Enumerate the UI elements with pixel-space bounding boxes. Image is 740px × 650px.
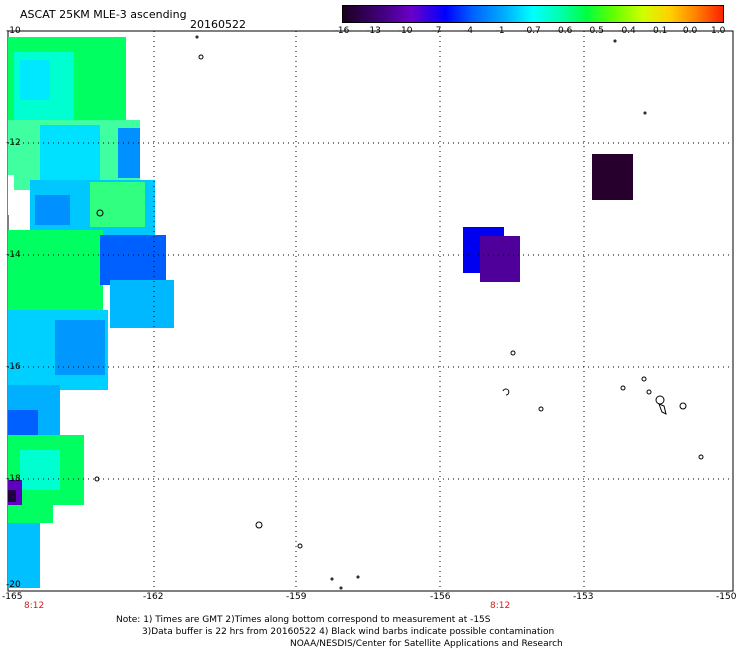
lat-label: -14 bbox=[6, 250, 21, 260]
time-label: 8:12 bbox=[24, 601, 45, 611]
lon-label: -162 bbox=[143, 592, 164, 602]
lat-label: -18 bbox=[6, 474, 21, 484]
time-label: 8:12 bbox=[490, 601, 511, 611]
lat-label: -16 bbox=[6, 362, 21, 372]
lon-label: -165 bbox=[2, 592, 23, 602]
data-cell bbox=[480, 236, 520, 282]
grid-lines bbox=[8, 31, 733, 591]
lon-label: -159 bbox=[286, 592, 307, 602]
lon-label: -153 bbox=[573, 592, 594, 602]
data-cell bbox=[592, 154, 633, 200]
island-outlines bbox=[94, 35, 704, 590]
lon-label: -156 bbox=[430, 592, 451, 602]
wind-swath bbox=[8, 37, 174, 588]
lat-label: -10 bbox=[6, 26, 21, 36]
lat-label: -20 bbox=[6, 580, 21, 590]
color-scale-bar bbox=[342, 5, 724, 23]
lon-label: -150 bbox=[716, 592, 737, 602]
footer-credit: NOAA/NESDIS/Center for Satellite Applica… bbox=[290, 639, 563, 649]
map-title: ASCAT 25KM MLE-3 ascending bbox=[20, 8, 187, 21]
lat-label: -12 bbox=[6, 138, 21, 148]
map-date: 20160522 bbox=[190, 18, 246, 31]
footer-note-2: 3)Data buffer is 22 hrs from 20160522 4)… bbox=[142, 627, 555, 637]
footer-note-1: Note: 1) Times are GMT 2)Times along bot… bbox=[116, 615, 491, 625]
